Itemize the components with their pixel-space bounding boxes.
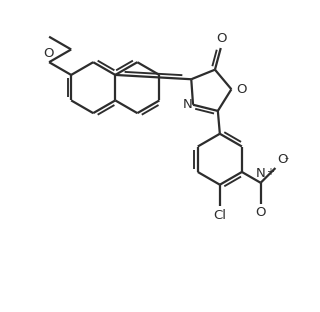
Text: N: N	[183, 98, 192, 111]
Text: Cl: Cl	[213, 209, 226, 222]
Text: O: O	[236, 83, 246, 96]
Text: O: O	[277, 153, 287, 166]
Text: +: +	[266, 167, 274, 177]
Text: O: O	[255, 206, 266, 219]
Text: -: -	[285, 154, 289, 163]
Text: N: N	[256, 167, 266, 180]
Text: O: O	[43, 47, 54, 60]
Text: O: O	[216, 32, 227, 45]
